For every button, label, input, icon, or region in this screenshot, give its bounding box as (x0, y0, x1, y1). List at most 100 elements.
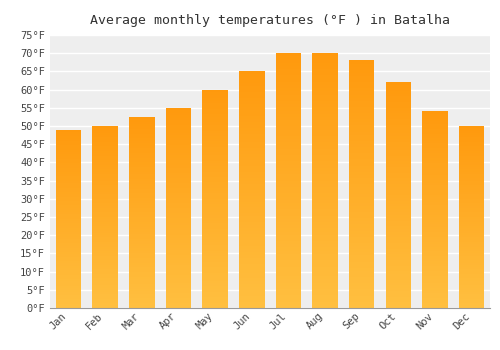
Bar (312, 190, 338, 193)
Bar (459, 146, 484, 149)
Bar (129, 215, 154, 217)
Bar (312, 241, 338, 244)
Bar (239, 273, 264, 275)
Bar (239, 92, 264, 95)
Bar (312, 299, 338, 302)
Bar (202, 144, 228, 147)
Bar (92, 164, 118, 167)
Bar (56, 179, 81, 181)
Bar (349, 160, 374, 163)
Bar (276, 193, 301, 196)
Bar (312, 98, 338, 101)
Bar (166, 190, 191, 193)
Bar (56, 279, 81, 281)
Bar (239, 261, 264, 264)
Bar (56, 277, 81, 279)
Bar (166, 125, 191, 128)
Bar (56, 270, 81, 272)
Bar (386, 116, 411, 119)
Bar (276, 241, 301, 244)
Bar (202, 270, 228, 273)
Bar (166, 201, 191, 203)
Bar (92, 160, 118, 162)
Bar (386, 130, 411, 133)
Bar (276, 104, 301, 107)
Bar (202, 226, 228, 229)
Bar (56, 186, 81, 188)
Bar (312, 88, 338, 91)
Bar (56, 212, 81, 214)
Bar (92, 208, 118, 210)
Bar (202, 267, 228, 270)
Bar (276, 139, 301, 142)
Bar (276, 299, 301, 302)
Bar (459, 222, 484, 224)
Bar (386, 113, 411, 116)
Bar (129, 210, 154, 212)
Bar (349, 197, 374, 200)
Bar (422, 237, 448, 239)
Bar (56, 139, 81, 141)
Bar (312, 69, 338, 72)
Bar (312, 302, 338, 305)
Bar (166, 198, 191, 201)
Bar (129, 208, 154, 210)
Bar (239, 136, 264, 139)
Bar (239, 198, 264, 202)
Bar (459, 299, 484, 301)
Bar (92, 270, 118, 272)
Bar (56, 152, 81, 154)
Bar (312, 60, 338, 63)
Bar (166, 130, 191, 133)
Bar (56, 183, 81, 186)
Bar (202, 147, 228, 150)
Bar (56, 243, 81, 246)
Bar (312, 126, 338, 130)
Bar (386, 111, 411, 113)
Bar (349, 234, 374, 237)
Bar (129, 279, 154, 282)
Bar (202, 191, 228, 193)
Bar (239, 216, 264, 219)
Bar (92, 153, 118, 155)
Bar (459, 246, 484, 249)
Bar (422, 303, 448, 306)
Bar (386, 125, 411, 127)
Bar (129, 155, 154, 158)
Bar (349, 175, 374, 178)
Bar (422, 276, 448, 279)
Bar (312, 101, 338, 104)
Bar (349, 296, 374, 299)
Bar (166, 165, 191, 168)
Bar (312, 286, 338, 289)
Bar (459, 226, 484, 229)
Bar (276, 56, 301, 60)
Bar (202, 284, 228, 286)
Bar (239, 86, 264, 89)
Bar (386, 195, 411, 198)
Bar (166, 208, 191, 210)
Bar (312, 174, 338, 177)
Bar (349, 144, 374, 147)
Bar (422, 232, 448, 234)
Bar (92, 279, 118, 281)
Bar (166, 128, 191, 130)
Bar (459, 265, 484, 267)
Bar (422, 195, 448, 197)
Bar (276, 164, 301, 168)
Bar (202, 177, 228, 180)
Bar (92, 237, 118, 240)
Bar (239, 148, 264, 151)
Bar (166, 240, 191, 243)
Bar (312, 279, 338, 282)
Bar (349, 212, 374, 215)
Bar (56, 257, 81, 259)
Bar (349, 259, 374, 261)
Bar (312, 130, 338, 133)
Bar (459, 176, 484, 178)
Bar (129, 291, 154, 294)
Bar (349, 138, 374, 141)
Bar (312, 76, 338, 79)
Bar (422, 257, 448, 259)
Bar (422, 151, 448, 153)
